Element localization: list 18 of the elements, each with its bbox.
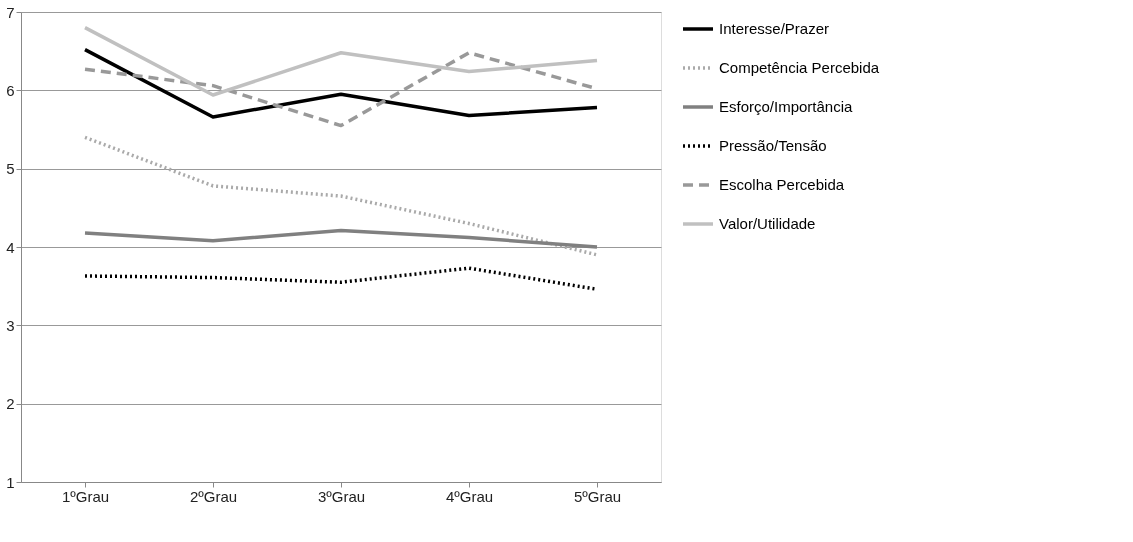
x-tick-label: 5ºGrau bbox=[573, 487, 622, 505]
legend-label: Esforço/Importância bbox=[719, 98, 854, 115]
legend-label: Valor/Utilidade bbox=[719, 215, 816, 232]
legend-label: Interesse/Prazer bbox=[719, 20, 830, 37]
legend-label: Competência Percebida bbox=[719, 59, 880, 76]
y-tick-label: 1 bbox=[6, 473, 15, 491]
y-tick-label: 7 bbox=[6, 3, 15, 21]
x-tick-label: 1ºGrau bbox=[61, 487, 110, 505]
y-tick-label: 6 bbox=[6, 81, 15, 99]
x-tick-label: 4ºGrau bbox=[445, 487, 494, 505]
y-tick-label: 3 bbox=[6, 316, 15, 334]
y-tick-label: 2 bbox=[6, 395, 15, 413]
y-tick-label: 4 bbox=[6, 238, 15, 256]
legend-label: Pressão/Tensão bbox=[719, 137, 827, 154]
x-tick-label: 3ºGrau bbox=[317, 487, 366, 505]
y-tick-label: 5 bbox=[6, 160, 15, 178]
legend-label: Escolha Percebida bbox=[719, 176, 845, 193]
x-tick-label: 2ºGrau bbox=[189, 487, 238, 505]
